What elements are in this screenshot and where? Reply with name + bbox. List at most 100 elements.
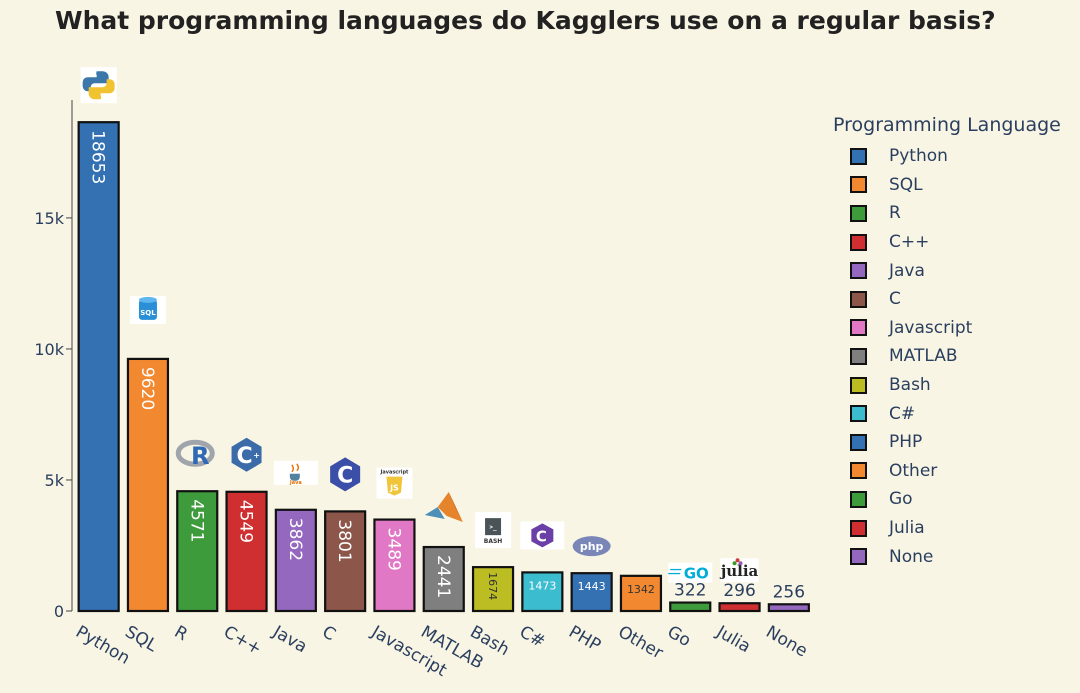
svg-text:julia: julia [719,562,759,580]
bar-matlab [422,545,465,613]
legend-item[interactable]: Python [833,142,1061,171]
y-tick-label: 15k [34,209,64,228]
chart-title: What programming languages do Kagglers u… [55,6,996,35]
svg-text:php: php [580,540,604,553]
legend-label: Bash [889,375,931,396]
bar-value-label: 4571 [186,499,206,542]
python-logo-icon [80,67,117,104]
legend-item[interactable]: MATLAB [833,342,1061,371]
y-tick-label: 10k [34,340,64,359]
legend-swatch [850,147,867,165]
legend-item[interactable]: SQL [833,171,1061,200]
legend-swatch [850,405,867,423]
legend-swatch [850,204,867,222]
bar-value-label: 1674 [486,572,499,600]
svg-text:Javascript: Javascript [379,470,409,476]
bar-value-label: 3489 [383,528,403,571]
bar-value-label: 9620 [137,367,157,410]
svg-text:C: C [337,463,353,488]
legend-swatch [850,347,867,365]
legend-item[interactable]: Go [833,485,1061,514]
bar-value-label: 3862 [285,518,305,561]
legend-item[interactable]: Bash [833,371,1061,400]
bar-sql [126,357,170,613]
y-tick-label: 0 [54,602,64,621]
bar-value-label: 296 [723,581,755,601]
cplusplus-logo-icon: C + [231,437,262,472]
php-logo-icon: php [572,536,611,557]
svg-text:JS: JS [389,484,399,493]
legend-item[interactable]: PHP [833,428,1061,457]
x-tick-label: Julia [712,622,754,658]
svg-text:C: C [536,527,547,545]
legend-swatch [850,519,867,537]
legend-item[interactable]: C [833,285,1061,314]
legend-swatch [850,490,867,508]
bar-value-label: 256 [773,582,805,602]
legend-label: MATLAB [889,346,958,367]
legend-item[interactable]: Other [833,457,1061,486]
value-labels-group: 18653 9620 4571 4549 3862 3801 3489 2441 1674 147… [88,130,805,602]
c-logo-icon: C [330,457,361,492]
x-tick-label: C# [516,622,549,652]
svg-text:BASH: BASH [484,538,503,545]
bar-python [77,121,120,613]
x-tick-label: R [171,622,191,645]
x-tick-label: Go [664,622,694,651]
legend-label: Go [889,489,913,510]
svg-text:>_: >_ [489,524,497,531]
legend-item[interactable]: Julia [833,514,1061,543]
svg-text:GO: GO [684,565,709,583]
x-tick-label: Java [268,622,310,658]
legend-swatch [850,262,867,280]
legend-label: C++ [889,232,930,253]
legend: Programming Language Python SQL R C++ Java C J… [833,114,1061,571]
legend-label: Python [889,146,948,167]
bar-other [619,574,663,613]
x-tick-label: C [319,622,339,645]
x-tick-label: Other [614,622,666,663]
legend-item[interactable]: C++ [833,228,1061,257]
bar-value-label: 18653 [88,130,108,184]
legend-swatch [850,290,867,308]
legend-swatch [850,462,867,480]
legend-label: SQL [889,174,923,195]
legend-item[interactable]: Java [833,256,1061,285]
legend-item[interactable]: None [833,542,1061,571]
svg-text:SQL: SQL [140,309,156,317]
legend-label: Julia [889,518,925,539]
svg-text:R: R [191,442,209,470]
csharp-logo-icon: C [520,521,565,550]
legend-item[interactable]: Javascript [833,314,1061,343]
legend-label: None [889,546,934,567]
bars-group [77,121,810,613]
bar-c- [225,490,268,613]
bar-php [570,572,613,613]
bar-value-label: 3801 [334,519,354,562]
matlab-logo-icon [424,492,463,523]
bar-value-label: 4549 [236,500,256,543]
y-tick-label: 5k [45,471,65,490]
legend-swatch [850,319,867,337]
legend-label: C# [889,403,916,424]
legend-item[interactable]: C# [833,399,1061,428]
legend-swatch [850,376,867,394]
legend-swatch [850,176,867,194]
bar-value-label: 1342 [627,583,655,596]
legend-swatch [850,233,867,251]
bar-javascript [373,518,416,613]
legend-item[interactable]: R [833,199,1061,228]
legend-title: Programming Language [833,114,1061,136]
legend-label: Other [889,460,938,481]
legend-label: Javascript [889,317,973,338]
java-logo-icon: Java [273,460,318,486]
legend-label: R [889,203,901,224]
legend-swatch [850,433,867,451]
svg-text:+: + [253,451,260,460]
legend-label: PHP [889,432,923,453]
bar-value-label: 1443 [578,580,606,593]
bar-r [176,490,219,613]
